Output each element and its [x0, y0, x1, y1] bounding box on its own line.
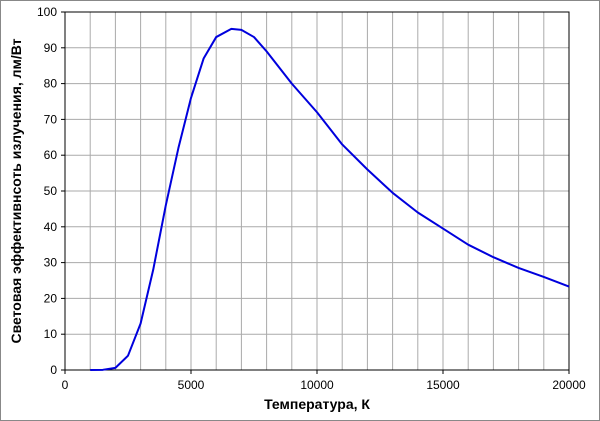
plot-frame [64, 11, 570, 371]
y-tick-label: 90 [44, 41, 58, 55]
y-tick-label: 50 [44, 184, 58, 198]
y-tick-label: 40 [44, 220, 58, 234]
y-tick-label: 30 [44, 256, 58, 270]
y-tick-label: 70 [44, 112, 58, 126]
data-line [90, 27, 570, 371]
y-tick-label: 60 [44, 148, 58, 162]
x-tick-label: 5000 [178, 378, 205, 392]
y-axis-title: Световая эффективнсоть излучения, лм/Вт [8, 38, 24, 343]
y-tick-label: 10 [44, 327, 58, 341]
x-tick-label: 10000 [300, 378, 334, 392]
x-tick-label: 0 [62, 378, 69, 392]
x-axis-title: Температура, К [264, 396, 370, 412]
y-tick-label: 0 [50, 363, 57, 377]
y-tick-label: 20 [44, 291, 58, 305]
x-tick-label: 15000 [426, 378, 460, 392]
y-tick-label: 100 [37, 5, 57, 19]
y-tick-label: 80 [44, 77, 58, 91]
x-tick-label: 20000 [552, 378, 586, 392]
